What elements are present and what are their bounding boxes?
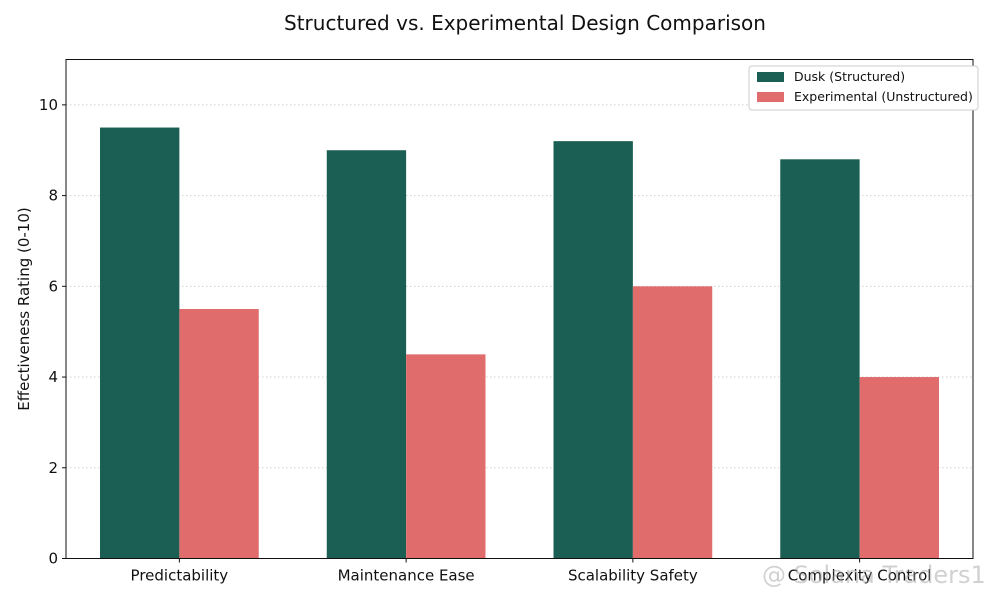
watermark: @ Solana Traders1 [762, 561, 986, 589]
x-tick-label-maintenance-ease: Maintenance Ease [338, 567, 475, 585]
y-axis-label: Effectiveness Rating (0-10) [15, 207, 33, 410]
legend-swatch-dusk-structured [757, 72, 784, 82]
y-tick-label: 8 [48, 187, 58, 205]
bar-experimental-unstructured-complexity-control [859, 377, 939, 559]
bar-dusk-structured-predictability [100, 127, 180, 559]
bar-dusk-structured-maintenance-ease [326, 150, 407, 559]
legend-label-experimental-unstructured: Experimental (Unstructured) [794, 89, 973, 104]
y-axis-ticks: 0 2 4 6 8 10 [39, 96, 66, 568]
x-tick-label-scalability-safety: Scalability Safety [568, 567, 698, 585]
grid-lines [66, 104, 973, 469]
legend: Dusk (Structured) Experimental (Unstruct… [748, 65, 979, 111]
bar-experimental-unstructured-scalability-safety [632, 286, 713, 559]
y-tick-label: 6 [48, 277, 58, 295]
bars [100, 127, 939, 559]
bar-dusk-structured-scalability-safety [553, 141, 633, 559]
bar-experimental-unstructured-maintenance-ease [406, 354, 486, 559]
y-tick-label: 4 [48, 368, 58, 386]
y-tick-label: 0 [48, 550, 58, 568]
legend-label-dusk-structured: Dusk (Structured) [794, 69, 905, 84]
x-axis-ticks: Predictability Maintenance Ease Scalabilit… [131, 558, 932, 585]
x-tick-label-complexity-control: Complexity Control [788, 567, 932, 585]
bar-experimental-unstructured-predictability [179, 309, 259, 559]
legend-swatch-experimental-unstructured [757, 92, 784, 102]
x-tick-label-predictability: Predictability [131, 567, 229, 585]
y-tick-label: 2 [48, 459, 58, 477]
chart-title: Structured vs. Experimental Design Compa… [284, 11, 766, 35]
legend-box [748, 65, 979, 111]
y-tick-label: 10 [39, 96, 58, 114]
plot-frame [65, 59, 974, 559]
bar-dusk-structured-complexity-control [780, 159, 860, 559]
